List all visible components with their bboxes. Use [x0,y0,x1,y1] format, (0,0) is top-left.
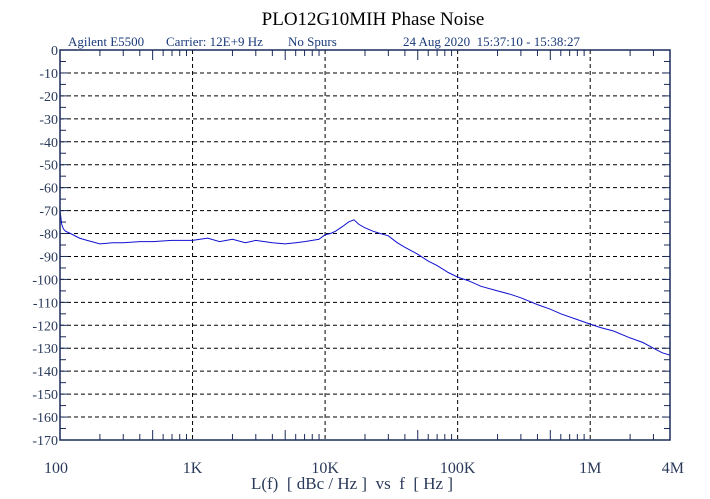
x-tick-label: 100K [440,460,476,477]
y-tick-label: -20 [39,90,58,105]
x-tick-labels: 100 1K 10K 100K 1M 4M [44,460,684,477]
y-tick-label: -150 [32,388,58,403]
y-tick-label: -130 [32,342,58,357]
y-tick-label: -60 [39,182,58,197]
y-tick-label: -140 [32,365,58,380]
x-tick-label: 1M [579,460,601,477]
x-tick-label: 1K [183,460,203,477]
axis-ticks [60,49,670,441]
header-timestamp: 24 Aug 2020 15:37:10 - 15:38:27 [403,34,580,49]
chart-title: PLO12G10MIH Phase Noise [262,9,485,30]
x-tick-label: 4M [662,460,684,477]
x-tick-label: 100 [44,460,68,477]
header-carrier: Carrier: 12E+9 Hz [166,34,263,49]
y-tick-label: -170 [32,434,58,449]
y-tick-label: 0 [51,44,58,59]
y-tick-label: -80 [39,228,58,243]
y-tick-labels: 0 -10 -20 -30 -40 -50 -60 -70 -80 -90 -100 -110 -120… [32,44,58,449]
plot-frame [59,49,671,441]
y-tick-label: -10 [39,67,58,82]
y-tick-label: -160 [32,411,58,426]
x-tick-label: 10K [311,460,339,477]
y-tick-label: -110 [33,296,58,311]
x-axis-label: L(f) [ dBc / Hz ] vs f [ Hz ] [251,474,453,493]
y-tick-label: -50 [39,159,58,174]
y-tick-label: -40 [39,136,58,151]
y-tick-label: -90 [39,250,58,265]
grid [60,50,670,440]
y-tick-label: -100 [32,273,58,288]
header-spurs: No Spurs [288,34,337,49]
y-tick-label: -70 [39,205,58,220]
y-tick-label: -120 [32,319,58,334]
series-line [59,210,671,356]
y-tick-label: -30 [39,113,58,128]
header-instrument: Agilent E5500 [68,34,144,49]
